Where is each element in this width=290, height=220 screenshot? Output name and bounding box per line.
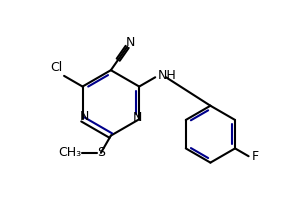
Text: N: N [126, 36, 135, 49]
Text: S: S [97, 146, 105, 159]
Text: CH₃: CH₃ [58, 146, 81, 159]
Text: F: F [251, 150, 259, 163]
Text: N: N [79, 110, 89, 123]
Text: N: N [133, 111, 142, 124]
Text: NH: NH [157, 69, 176, 82]
Text: Cl: Cl [50, 61, 63, 74]
